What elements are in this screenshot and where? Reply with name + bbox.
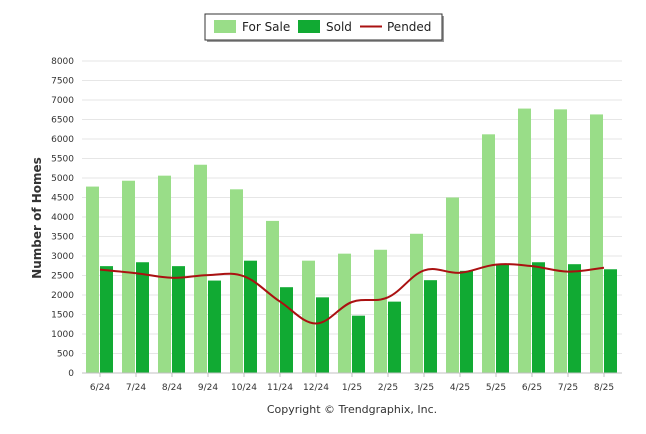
bar-for-sale-7-24 <box>122 180 135 373</box>
bar-for-sale-3-25 <box>410 233 423 373</box>
pended-line-group <box>99 263 605 325</box>
bar-sold-7-25 <box>568 264 581 373</box>
x-tick-label-2-25: 2/25 <box>378 383 398 393</box>
pended-line <box>99 263 605 325</box>
copyright-text: Copyright © Trendgraphix, Inc. <box>267 403 437 416</box>
y-tick-label-4000: 4000 <box>51 213 74 223</box>
bar-sold-4-25 <box>460 270 473 373</box>
bar-for-sale-10-24 <box>230 189 243 373</box>
bar-sold-6-25 <box>532 262 545 373</box>
bar-sold-5-25 <box>496 264 509 373</box>
y-tick-label-3500: 3500 <box>51 233 74 243</box>
x-tick-label-7-25: 7/25 <box>558 383 578 393</box>
y-tick-label-500: 500 <box>57 350 74 360</box>
bars <box>86 108 617 374</box>
bar-sold-2-25 <box>388 301 401 373</box>
y-tick-label-5500: 5500 <box>51 155 74 165</box>
x-tick-label-11-24: 11/24 <box>267 383 293 393</box>
legend-swatch-sold <box>298 20 320 33</box>
y-tick-label-7000: 7000 <box>51 96 74 106</box>
bar-sold-1-25 <box>352 315 365 373</box>
y-tick-label-7500: 7500 <box>51 77 74 87</box>
bar-sold-3-25 <box>424 280 437 373</box>
bar-for-sale-2-25 <box>374 249 387 373</box>
bar-for-sale-8-25 <box>590 114 603 374</box>
y-tick-label-2000: 2000 <box>51 291 74 301</box>
y-tick-label-4500: 4500 <box>51 194 74 204</box>
x-tick-label-5-25: 5/25 <box>486 383 506 393</box>
x-tick-label-12-24: 12/24 <box>303 383 329 393</box>
bar-for-sale-9-24 <box>194 164 207 373</box>
y-tick-label-6500: 6500 <box>51 116 74 126</box>
legend-label-pended: Pended <box>387 20 431 34</box>
bar-sold-10-24 <box>244 260 257 373</box>
legend: For Sale Sold Pended <box>204 13 444 42</box>
x-tick-label-7-24: 7/24 <box>126 383 146 393</box>
bar-sold-7-24 <box>136 262 149 373</box>
x-tick-label-10-24: 10/24 <box>231 383 257 393</box>
y-tick-label-8000: 8000 <box>51 57 74 67</box>
bar-sold-8-24 <box>172 266 185 373</box>
y-tick-label-5000: 5000 <box>51 174 74 184</box>
legend-box <box>204 13 443 41</box>
bar-sold-9-24 <box>208 280 221 373</box>
bar-sold-12-24 <box>316 297 329 373</box>
bar-for-sale-4-25 <box>446 197 459 373</box>
legend-label-sold: Sold <box>326 20 352 34</box>
bar-for-sale-6-25 <box>518 108 531 373</box>
y-axis-ticks: 0 500 1000 1500 2000 2500 3000 3500 4000 4500 5000… <box>51 57 74 379</box>
x-tick-label-3-25: 3/25 <box>414 383 434 393</box>
bar-sold-8-25 <box>604 269 617 373</box>
x-tick-label-9-24: 9/24 <box>198 383 218 393</box>
bar-sold-6-24 <box>100 266 113 373</box>
bar-for-sale-6-24 <box>86 186 99 373</box>
y-tick-label-1000: 1000 <box>51 330 74 340</box>
x-tick-label-4-25: 4/25 <box>450 383 470 393</box>
x-tick-label-8-24: 8/24 <box>162 383 182 393</box>
bar-for-sale-7-25 <box>554 109 567 374</box>
bar-for-sale-8-24 <box>158 175 171 373</box>
legend-label-for-sale: For Sale <box>242 20 290 34</box>
legend-swatch-for-sale <box>214 20 236 33</box>
bar-for-sale-12-24 <box>302 260 315 373</box>
x-axis: 6/24 7/24 8/24 9/24 10/24 11/24 12/24 1/25 2/25 3… <box>82 372 622 393</box>
x-tick-label-6-25: 6/25 <box>522 383 542 393</box>
bar-for-sale-1-25 <box>338 253 351 373</box>
bar-sold-11-24 <box>280 287 293 373</box>
y-tick-label-6000: 6000 <box>51 135 74 145</box>
y-tick-label-2500: 2500 <box>51 272 74 282</box>
x-tick-label-1-25: 1/25 <box>342 383 362 393</box>
x-tick-label-8-25: 8/25 <box>594 383 614 393</box>
y-tick-label-0: 0 <box>68 369 74 379</box>
bar-for-sale-5-25 <box>482 134 495 373</box>
y-tick-label-3000: 3000 <box>51 252 74 262</box>
x-tick-label-6-24: 6/24 <box>90 383 110 393</box>
y-axis-label: Number of Homes <box>30 157 44 279</box>
y-tick-label-1500: 1500 <box>51 311 74 321</box>
